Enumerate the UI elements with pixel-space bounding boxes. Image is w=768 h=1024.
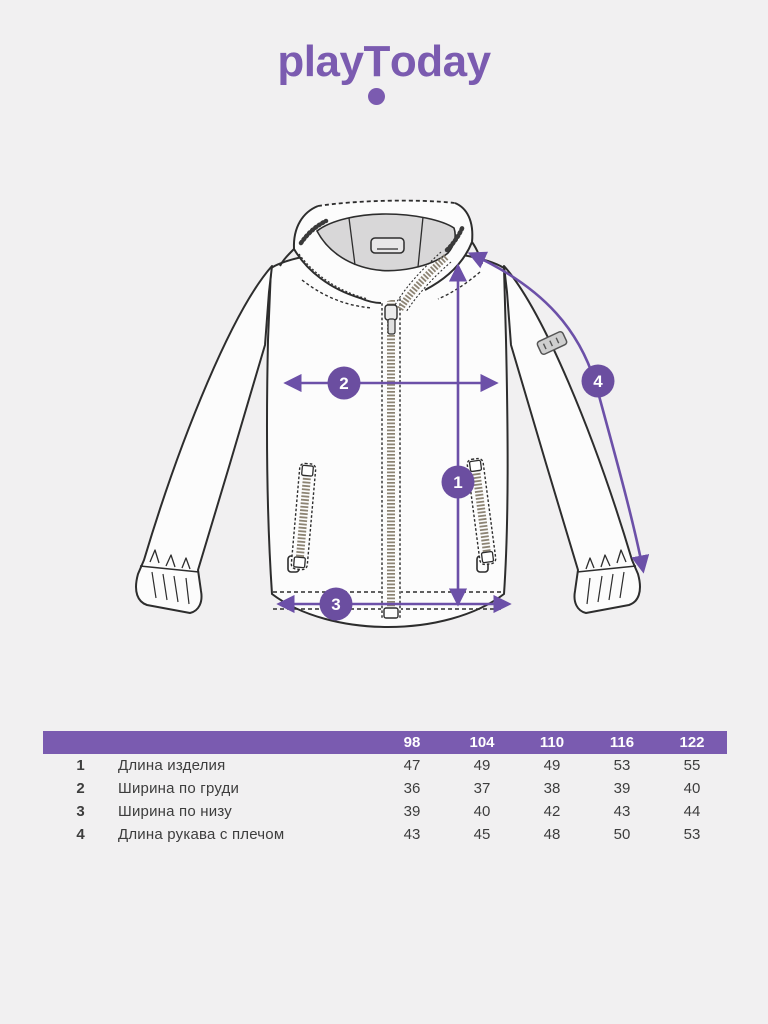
marker-badge-2: 2 bbox=[327, 366, 361, 400]
row-value: 40 bbox=[473, 803, 491, 820]
hood-rim-speckles bbox=[298, 218, 466, 253]
row-value: 39 bbox=[403, 803, 421, 820]
table-row: 1 Длина изделия 47 49 49 53 55 bbox=[43, 754, 727, 777]
table-row: 4 Длина рукава с плечом 43 45 48 50 53 bbox=[43, 823, 727, 846]
collar-zipper-stitch bbox=[394, 251, 452, 313]
zipper-placket bbox=[381, 258, 401, 620]
row-value: 44 bbox=[683, 803, 701, 820]
collar-zipper-teeth bbox=[397, 254, 449, 311]
chest-seam-dashes bbox=[301, 271, 481, 309]
hood-edge-top-dashed bbox=[317, 199, 456, 207]
row-label: Ширина по груди bbox=[118, 780, 240, 797]
row-value: 53 bbox=[613, 757, 631, 774]
row-value: 40 bbox=[683, 780, 701, 797]
size-column-116: 116 bbox=[609, 734, 635, 751]
table-row: 3 Ширина по низу 39 40 42 43 44 bbox=[43, 800, 727, 823]
hood bbox=[279, 199, 483, 313]
row-value: 45 bbox=[473, 826, 491, 843]
jacket-diagram: 1 2 3 4 bbox=[135, 199, 650, 628]
sleeve-right bbox=[503, 265, 641, 614]
hood-lining-seams bbox=[348, 216, 424, 268]
row-value: 47 bbox=[403, 757, 421, 774]
marker-1-label: 1 bbox=[453, 473, 462, 492]
row-value: 55 bbox=[683, 757, 701, 774]
hood-edge-right bbox=[454, 202, 474, 243]
size-table: 98 104 110 116 122 1 Длина изделия 47 49… bbox=[43, 731, 727, 846]
brand-logo: playToday bbox=[0, 34, 768, 105]
row-label: Длина изделия bbox=[118, 757, 226, 774]
row-value: 42 bbox=[543, 803, 561, 820]
marker-badge-4: 4 bbox=[581, 364, 615, 398]
row-label: Длина рукава с плечом bbox=[118, 826, 285, 843]
table-row: 2 Ширина по груди 36 37 38 39 40 bbox=[43, 777, 727, 800]
marker-4-label: 4 bbox=[593, 372, 603, 391]
row-number: 2 bbox=[76, 780, 85, 797]
row-label: Ширина по низу bbox=[118, 803, 232, 820]
row-value: 38 bbox=[543, 780, 561, 797]
row-value: 49 bbox=[473, 757, 491, 774]
logo-play: play bbox=[277, 37, 364, 86]
logo-t-with-dot: T bbox=[363, 34, 390, 105]
hood-front-stitch bbox=[298, 253, 369, 300]
row-value: 48 bbox=[543, 826, 561, 843]
row-number: 3 bbox=[76, 803, 85, 820]
marker-badge-1: 1 bbox=[441, 465, 475, 499]
size-column-98: 98 bbox=[403, 734, 421, 751]
zipper-pull bbox=[387, 318, 396, 335]
row-value: 53 bbox=[683, 826, 701, 843]
row-number: 1 bbox=[76, 757, 85, 774]
size-column-104: 104 bbox=[469, 734, 495, 751]
hood-edge-left bbox=[292, 205, 319, 250]
zipper-stitching bbox=[381, 260, 401, 618]
marker-badge-3: 3 bbox=[319, 587, 353, 621]
sleeve-left bbox=[135, 265, 273, 614]
size-column-110: 110 bbox=[539, 734, 565, 751]
size-column-122: 122 bbox=[679, 734, 705, 751]
row-number: 4 bbox=[76, 826, 85, 843]
row-value: 43 bbox=[613, 803, 631, 820]
row-value: 43 bbox=[403, 826, 421, 843]
marker-2-label: 2 bbox=[339, 374, 348, 393]
hanger-loop bbox=[370, 237, 405, 254]
row-value: 37 bbox=[473, 780, 491, 797]
front-zipper bbox=[381, 258, 401, 620]
size-table-header: 98 104 110 116 122 bbox=[43, 731, 727, 754]
row-value: 36 bbox=[403, 780, 421, 797]
logo-oday: oday bbox=[389, 37, 491, 86]
zipper-bottom-stop bbox=[383, 607, 399, 619]
pocket-left bbox=[290, 462, 317, 571]
marker-3-label: 3 bbox=[331, 595, 340, 614]
zipper-slider bbox=[384, 304, 398, 321]
row-value: 39 bbox=[613, 780, 631, 797]
row-value: 50 bbox=[613, 826, 631, 843]
row-value: 49 bbox=[543, 757, 561, 774]
